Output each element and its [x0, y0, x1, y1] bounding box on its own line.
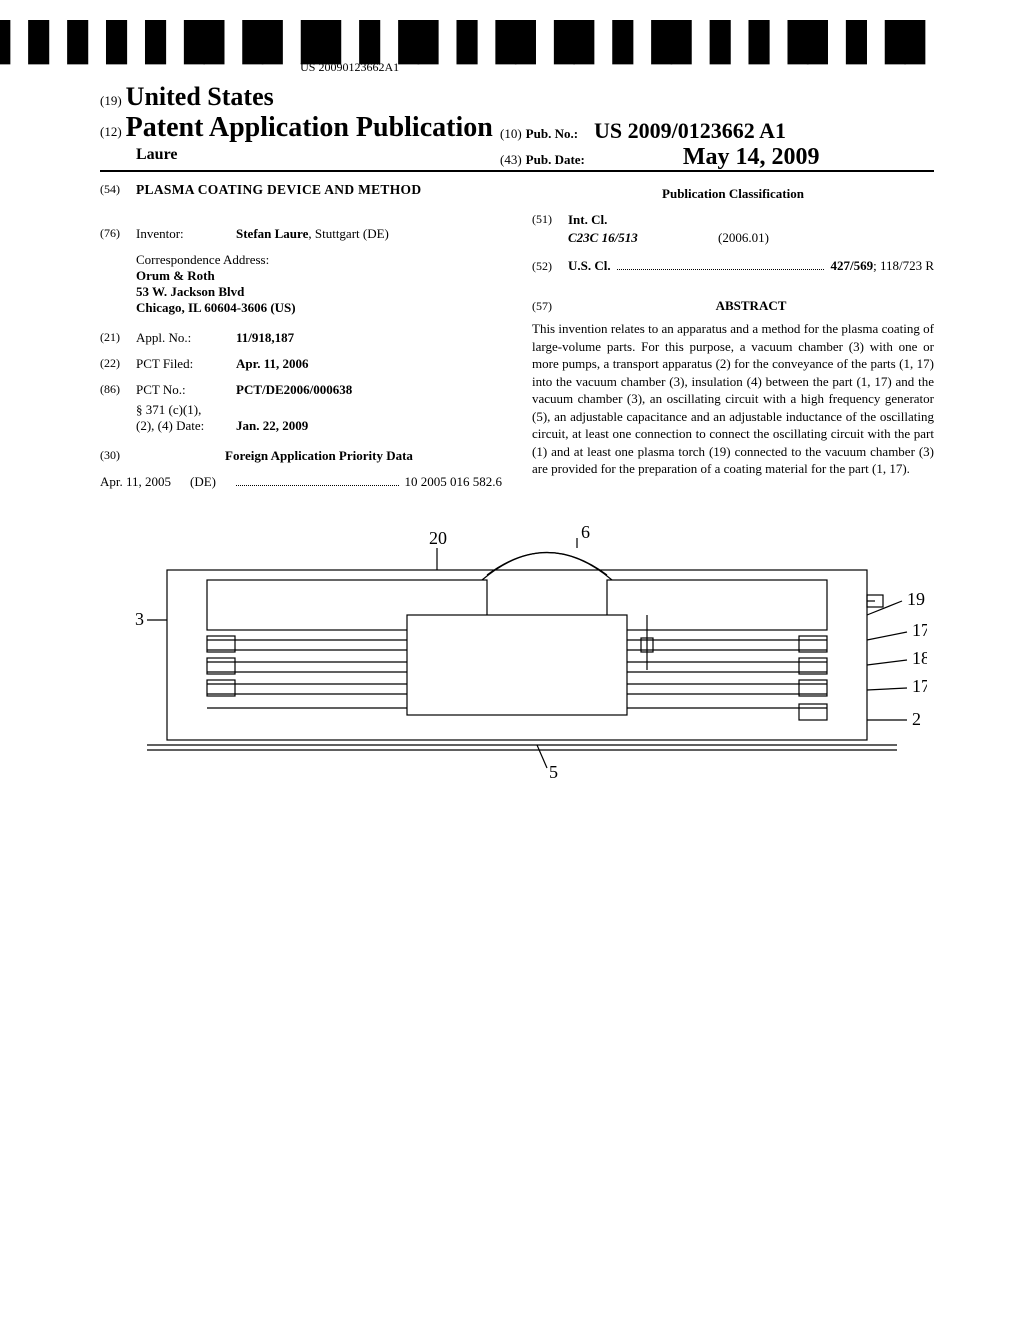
field21-value: 11/918,187 [236, 330, 502, 346]
left-column: (54) PLASMA COATING DEVICE AND METHOD (7… [100, 182, 502, 490]
fig-label-19: 19 [907, 589, 925, 609]
figure-svg: 3 20 6 19 17 18 17 2 5 [107, 520, 927, 780]
field86-sub2-value: Jan. 22, 2009 [236, 418, 308, 434]
fig-label-18: 18 [912, 648, 927, 668]
field52-code: (52) [532, 259, 568, 274]
field21-label: Appl. No.: [136, 330, 236, 346]
country-code: (19) [100, 93, 122, 108]
field76-value: Stefan Laure, Stuttgart (DE) [236, 226, 502, 242]
field57-code: (57) [532, 299, 568, 314]
priority-date: Apr. 11, 2005 [100, 474, 190, 490]
pub-type: Patent Application Publication [126, 112, 493, 143]
field86-sub1: § 371 (c)(1), [136, 402, 502, 418]
intcl-value: C23C 16/513 [568, 230, 678, 246]
field22-label: PCT Filed: [136, 356, 236, 372]
field52-label: U.S. Cl. [568, 258, 611, 274]
correspondence-block: Correspondence Address: Orum & Roth 53 W… [136, 252, 502, 316]
field54-title: PLASMA COATING DEVICE AND METHOD [136, 182, 421, 198]
abstract-heading: ABSTRACT [568, 298, 934, 314]
classification-title: Publication Classification [532, 186, 934, 202]
field22-code: (22) [100, 356, 136, 372]
field22-value: Apr. 11, 2006 [236, 356, 502, 372]
pubno-value: US 2009/0123662 A1 [594, 118, 786, 143]
patent-page: █ ██ ██ █ ██ █ █ █ █ ██ ██ ██ █ ██ █ ██ … [0, 0, 1024, 1320]
inventor-location: , Stuttgart (DE) [308, 226, 389, 241]
field86-value: PCT/DE2006/000638 [236, 382, 502, 398]
abstract-text: This invention relates to an apparatus a… [532, 320, 934, 478]
right-column: Publication Classification (51) Int. Cl.… [532, 182, 934, 490]
dots-leader-2 [617, 260, 825, 270]
field21-code: (21) [100, 330, 136, 346]
right-header: (10) Pub. No.: US 2009/0123662 A1 (43) P… [500, 118, 820, 171]
field51-code: (51) [532, 212, 568, 228]
field30-code: (30) [100, 448, 136, 464]
country-name: United States [126, 82, 274, 111]
pubdate-code: (43) [500, 152, 522, 167]
field76-label: Inventor: [136, 226, 236, 242]
correspondence-city: Chicago, IL 60604-3606 (US) [136, 300, 502, 316]
dots-leader [236, 476, 399, 486]
field51-label: Int. Cl. [568, 212, 607, 228]
patent-figure: 3 20 6 19 17 18 17 2 5 [100, 520, 934, 785]
fig-label-3: 3 [135, 609, 144, 629]
uscl-extra: ; 118/723 R [873, 258, 934, 273]
pubdate-value: May 14, 2009 [683, 144, 820, 170]
body-columns: (54) PLASMA COATING DEVICE AND METHOD (7… [100, 182, 934, 490]
fig-label-17b: 17 [912, 676, 927, 696]
correspondence-street: 53 W. Jackson Blvd [136, 284, 502, 300]
inventor-name: Stefan Laure [236, 226, 308, 241]
pubdate-label: Pub. Date: [526, 152, 585, 167]
pubno-code: (10) [500, 126, 522, 141]
correspondence-label: Correspondence Address: [136, 252, 502, 268]
field54-code: (54) [100, 182, 136, 212]
priority-country: (DE) [190, 474, 230, 490]
country-line: (19) United States [100, 82, 934, 112]
pubno-label: Pub. No.: [526, 126, 578, 141]
correspondence-name: Orum & Roth [136, 268, 502, 284]
barcode-block: █ ██ ██ █ ██ █ █ █ █ ██ ██ ██ █ ██ █ ██ … [0, 28, 924, 75]
uscl-value: 427/569 [830, 258, 873, 273]
field86-code: (86) [100, 382, 136, 398]
fig-label-5: 5 [549, 762, 558, 780]
fig-label-2: 2 [912, 709, 921, 729]
fig-label-6: 6 [581, 522, 590, 542]
intcl-date: (2006.01) [718, 230, 769, 246]
pub-type-code: (12) [100, 124, 122, 139]
field86-label: PCT No.: [136, 382, 236, 398]
fig-label-20: 20 [429, 528, 447, 548]
pubdate-line: (43) Pub. Date: May 14, 2009 [500, 144, 820, 171]
field30-title: Foreign Application Priority Data [136, 448, 502, 464]
barcode-graphic: █ ██ ██ █ ██ █ █ █ █ ██ ██ ██ █ ██ █ ██ … [0, 27, 924, 60]
fig-label-17a: 17 [912, 620, 927, 640]
field86-sub2-label: (2), (4) Date: [136, 418, 236, 434]
priority-number: 10 2005 016 582.6 [405, 474, 503, 490]
field76-code: (76) [100, 226, 136, 242]
pubno-line: (10) Pub. No.: US 2009/0123662 A1 [500, 118, 820, 144]
